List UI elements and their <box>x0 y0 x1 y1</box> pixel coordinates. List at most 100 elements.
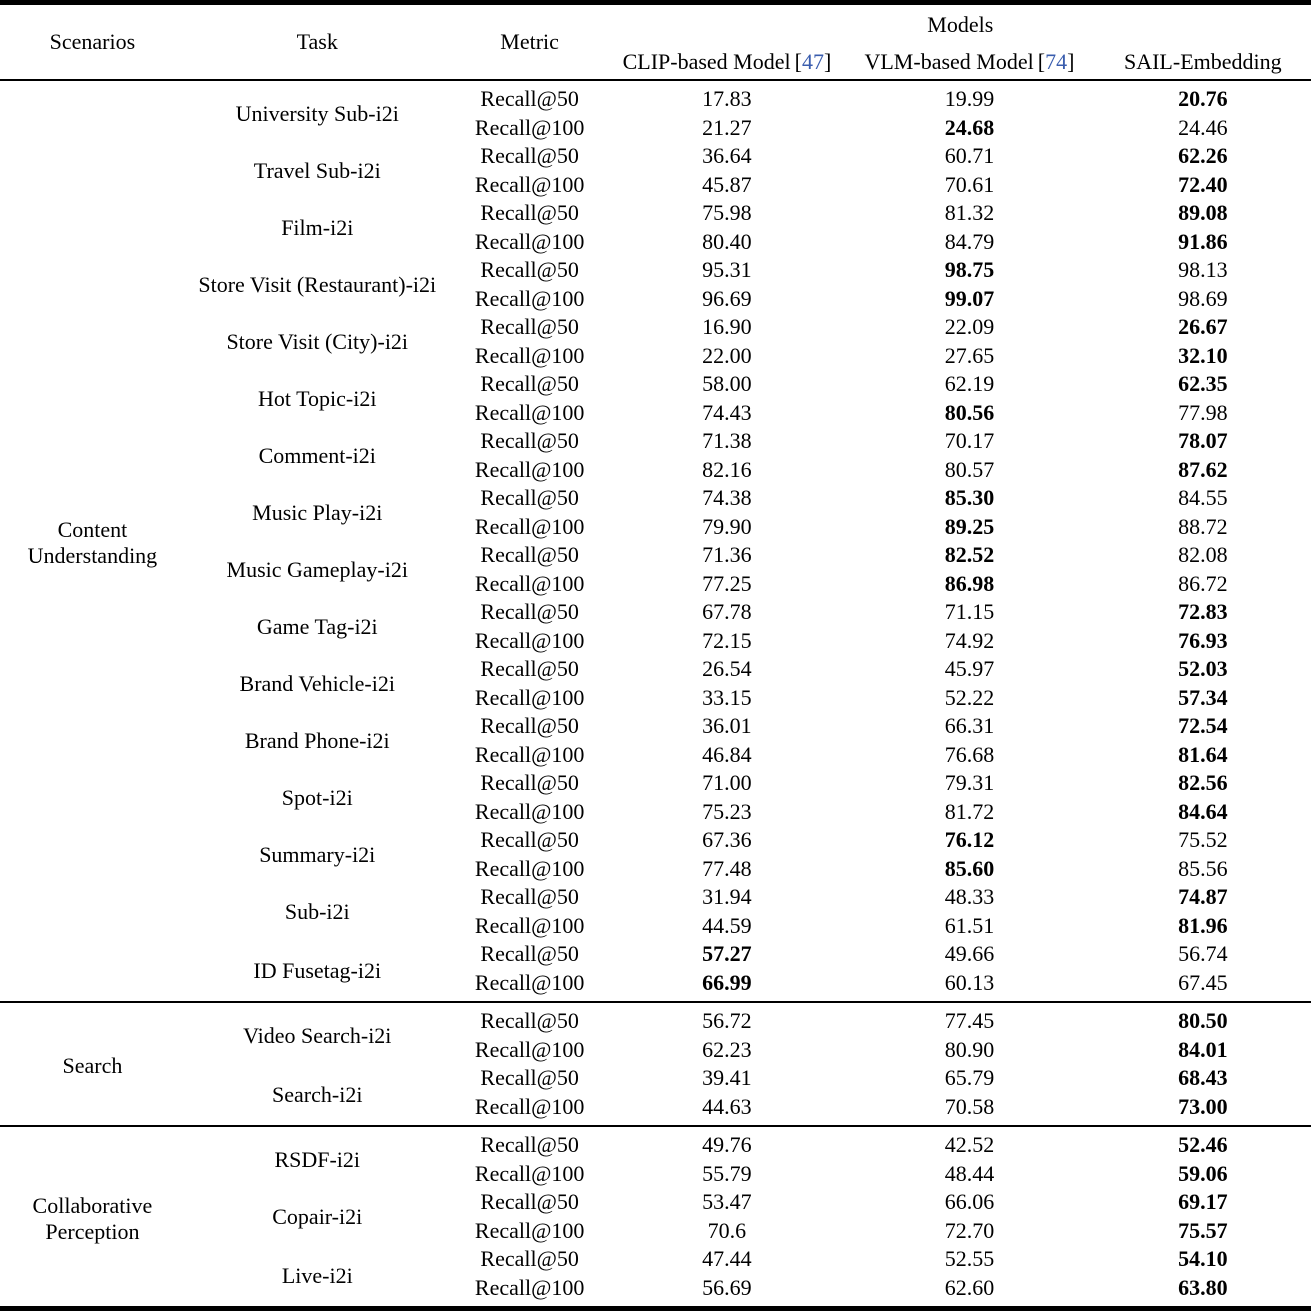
value-cell: 81.96 <box>1178 912 1228 938</box>
value-cell: 72.54 <box>1178 713 1228 738</box>
table-header: Scenarios Task Metric Models CLIP-based … <box>0 3 1311 80</box>
value-cell: 80.57 <box>944 456 995 482</box>
value-cell: 36.64 <box>702 143 752 168</box>
value-cell: 53.47 <box>702 1189 752 1214</box>
metric-cell: Recall@100 <box>474 570 585 596</box>
value-cell: 63.80 <box>1178 1274 1228 1300</box>
citation-link-vlm[interactable]: 74 <box>1045 49 1068 74</box>
value-cell: 57.34 <box>1178 684 1228 710</box>
value-cell: 70.61 <box>944 171 995 197</box>
value-cell: 39.41 <box>702 1065 752 1090</box>
value-cell: 72.40 <box>1178 171 1228 197</box>
table-row: Hot Topic-i2i Recall@50 58.00 62.19 62.35 <box>0 370 1311 411</box>
value-cell: 82.56 <box>1178 770 1228 795</box>
citation-link-clip[interactable]: 47 <box>801 49 824 74</box>
metric-cell: Recall@100 <box>474 228 585 254</box>
value-cell: 45.87 <box>702 171 752 197</box>
metric-cell: Recall@100 <box>474 1217 585 1243</box>
value-cell: 56.69 <box>702 1274 752 1300</box>
value-cell: 80.90 <box>944 1036 995 1062</box>
metric-cell: Recall@100 <box>474 798 585 824</box>
citation-bracket-open: [ <box>794 49 802 74</box>
value-cell: 48.44 <box>944 1160 995 1186</box>
value-cell: 26.54 <box>702 656 752 681</box>
metric-cell: Recall@100 <box>474 456 585 482</box>
value-cell: 56.74 <box>1178 941 1228 966</box>
value-cell: 74.38 <box>702 485 752 510</box>
task-cell: Live-i2i <box>281 1262 353 1288</box>
value-cell: 72.15 <box>702 627 752 653</box>
task-cell: Music Play-i2i <box>252 499 383 525</box>
value-cell: 36.01 <box>702 713 752 738</box>
table-row: Music Play-i2i Recall@50 74.38 85.30 84.55 <box>0 484 1311 525</box>
table-row: Recall@100 45.87 70.61 72.40 <box>0 171 1311 200</box>
value-cell: 52.22 <box>944 684 995 710</box>
value-cell: 82.16 <box>702 456 752 482</box>
task-cell: Brand Vehicle-i2i <box>239 670 395 696</box>
value-cell: 48.33 <box>944 884 995 909</box>
metric-cell: Recall@100 <box>474 1160 585 1186</box>
value-cell: 17.83 <box>702 86 752 111</box>
table-body: Content Understanding University Sub-i2i R… <box>0 80 1311 1309</box>
metric-cell: Recall@50 <box>480 485 579 510</box>
table-row: Game Tag-i2i Recall@50 67.78 71.15 72.83 <box>0 598 1311 639</box>
value-cell: 68.43 <box>1178 1065 1228 1090</box>
value-cell: 67.45 <box>1178 969 1228 995</box>
value-cell: 31.94 <box>702 884 752 909</box>
task-cell: Travel Sub-i2i <box>253 157 381 183</box>
value-cell: 33.15 <box>702 684 752 710</box>
value-cell: 81.32 <box>944 200 995 225</box>
value-cell: 76.12 <box>944 827 995 852</box>
value-cell: 98.13 <box>1178 257 1228 282</box>
table-row: Recall@100 77.25 86.98 86.72 <box>0 570 1311 599</box>
value-cell: 52.55 <box>944 1246 995 1271</box>
table-row: Recall@100 44.63 70.58 73.00 <box>0 1093 1311 1127</box>
value-cell: 59.06 <box>1178 1160 1228 1186</box>
metric-cell: Recall@100 <box>474 855 585 881</box>
table-row: Collaborative Perception RSDF-i2i Recall@5… <box>0 1126 1311 1244</box>
table-row: Recall@100 62.23 80.90 84.01 <box>0 1036 1311 1065</box>
task-cell: Sub-i2i <box>284 898 350 924</box>
metric-cell: Recall@50 <box>480 1246 579 1271</box>
metric-cell: Recall@100 <box>474 513 585 539</box>
value-cell: 74.92 <box>944 627 995 653</box>
task-cell: Game Tag-i2i <box>256 613 378 639</box>
metric-cell: Recall@100 <box>474 171 585 197</box>
value-cell: 99.07 <box>944 285 995 311</box>
metric-cell: Recall@50 <box>480 200 579 225</box>
value-cell: 69.17 <box>1178 1189 1228 1214</box>
task-cell: Summary-i2i <box>259 841 376 867</box>
value-cell: 75.98 <box>702 200 752 225</box>
value-cell: 70.58 <box>944 1093 995 1119</box>
value-cell: 75.57 <box>1178 1217 1228 1243</box>
scenarios-column-header: Scenarios <box>49 29 136 54</box>
table-row: Recall@100 46.84 76.68 81.64 <box>0 741 1311 770</box>
citation-bracket-close: ] <box>823 49 832 74</box>
task-cell: ID Fusetag-i2i <box>253 957 382 983</box>
metric-cell: Recall@100 <box>474 114 585 140</box>
table-row: Summary-i2i Recall@50 67.36 76.12 75.52 <box>0 826 1311 867</box>
value-cell: 26.67 <box>1178 314 1228 339</box>
metric-cell: Recall@50 <box>480 1065 579 1090</box>
table-row: Recall@100 21.27 24.68 24.46 <box>0 114 1311 143</box>
metric-cell: Recall@50 <box>480 428 579 453</box>
table-row: Brand Phone-i2i Recall@50 36.01 66.31 72.54 <box>0 712 1311 753</box>
metric-cell: Recall@50 <box>480 713 579 738</box>
value-cell: 27.65 <box>944 342 995 368</box>
task-cell: Music Gameplay-i2i <box>226 556 408 582</box>
metric-cell: Recall@100 <box>474 285 585 311</box>
value-cell: 65.79 <box>944 1065 995 1090</box>
value-cell: 98.75 <box>944 257 995 282</box>
metric-cell: Recall@50 <box>480 827 579 852</box>
metric-cell: Recall@100 <box>474 741 585 767</box>
value-cell: 77.98 <box>1178 399 1228 425</box>
vlm-model-column-header: VLM-based Model [74] <box>844 45 1094 80</box>
table-row: Recall@100 72.15 74.92 76.93 <box>0 627 1311 656</box>
table-row: Recall@100 77.48 85.60 85.56 <box>0 855 1311 884</box>
value-cell: 84.55 <box>1178 485 1228 510</box>
table-row: Search Video Search-i2i Recall@50 56.72 77.4… <box>0 1002 1311 1078</box>
table-row: Recall@100 74.43 80.56 77.98 <box>0 399 1311 428</box>
table-row: Recall@100 56.69 62.60 63.80 <box>0 1274 1311 1309</box>
value-cell: 70.17 <box>944 428 995 453</box>
table-row: Live-i2i Recall@50 47.44 52.55 54.10 <box>0 1245 1311 1288</box>
